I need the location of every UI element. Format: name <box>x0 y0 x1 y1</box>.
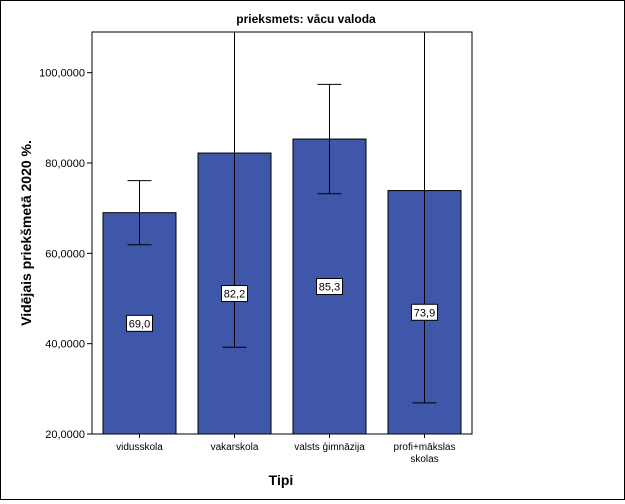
data-label: 85,3 <box>319 282 340 294</box>
data-label-box <box>221 285 248 303</box>
data-label: 82,2 <box>224 289 245 301</box>
chart-title: prieksmets: vācu valoda <box>236 12 376 26</box>
y-tick-label: 20,0000 <box>45 429 85 441</box>
data-label: 73,9 <box>414 307 435 319</box>
x-tick-label: vidusskola <box>116 442 163 453</box>
y-tick-label: 80,0000 <box>45 158 85 170</box>
data-label-box <box>126 314 153 332</box>
y-tick-label: 100,0000 <box>39 68 85 80</box>
data-label-box <box>411 303 438 321</box>
y-axis-label: Vidējais priekšmetā 2020 %. <box>18 140 34 326</box>
data-label: 69,0 <box>129 318 150 330</box>
data-label-box <box>316 278 343 296</box>
x-tick-label: profi+mākslas <box>394 442 456 453</box>
x-tick-label: vakarskola <box>211 442 259 453</box>
y-tick-label: 40,0000 <box>45 339 85 351</box>
x-axis-label: Tipi <box>269 472 294 488</box>
x-tick-label: valsts ģimnāzija <box>294 440 365 453</box>
x-tick-label: skolas <box>410 454 438 465</box>
y-tick-label: 60,0000 <box>45 248 85 260</box>
